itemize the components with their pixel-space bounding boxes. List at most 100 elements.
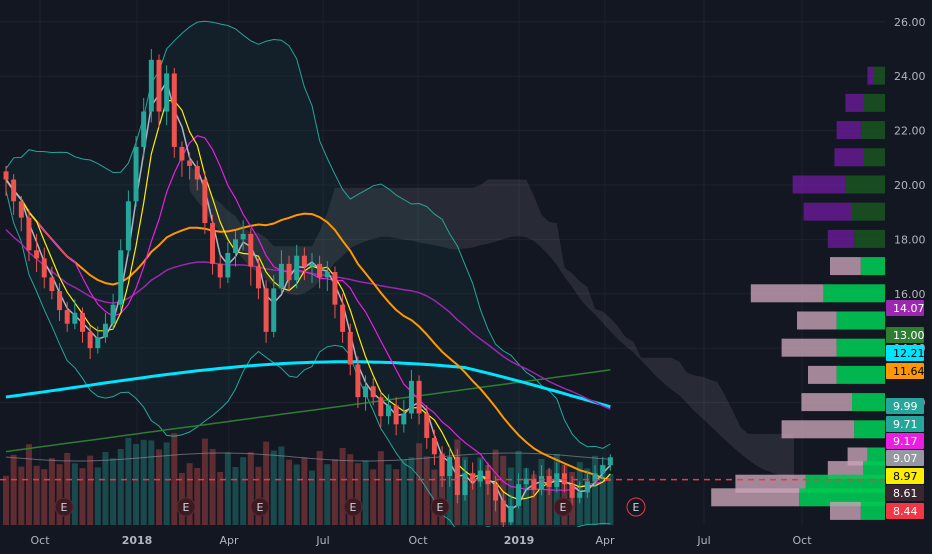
profile-up-bar bbox=[852, 393, 885, 412]
candle-body bbox=[569, 484, 575, 498]
candle-body bbox=[431, 437, 437, 455]
earnings-marker[interactable] bbox=[626, 497, 646, 517]
candle-body bbox=[554, 473, 560, 487]
candle-body bbox=[164, 73, 170, 112]
candle-body bbox=[57, 291, 63, 311]
earnings-marker[interactable] bbox=[176, 497, 196, 517]
price-tick-label: 20.00 bbox=[894, 179, 926, 192]
profile-down-bar bbox=[834, 148, 863, 167]
earnings-marker-label: E bbox=[633, 501, 640, 514]
candle-body bbox=[447, 456, 453, 477]
price-badge[interactable] bbox=[886, 433, 924, 449]
earnings-marker-label: E bbox=[560, 501, 567, 514]
profile-down-bar bbox=[750, 284, 824, 303]
candle-body bbox=[64, 310, 70, 324]
earnings-marker[interactable] bbox=[553, 497, 573, 517]
volume-bar bbox=[156, 449, 162, 525]
time-axis[interactable]: Oct 2018 Apr Jul Oct 2019 Apr Jul Oct bbox=[0, 527, 885, 550]
earnings-marker[interactable] bbox=[54, 497, 74, 517]
candles bbox=[3, 48, 613, 531]
candle-body bbox=[378, 397, 384, 417]
price-badge[interactable] bbox=[886, 300, 924, 316]
volume-bar bbox=[500, 455, 507, 525]
profile-up-bar bbox=[863, 93, 885, 112]
profile-up-bar bbox=[863, 148, 885, 167]
profile-down-bar bbox=[830, 501, 861, 520]
candle-body bbox=[477, 470, 483, 482]
profile-up-bar bbox=[874, 66, 885, 85]
time-tick-label: Apr bbox=[595, 534, 615, 547]
price-badge[interactable] bbox=[886, 327, 924, 343]
candle-body bbox=[393, 405, 399, 425]
candle-body bbox=[577, 492, 583, 498]
ma-150-line bbox=[5, 360, 611, 409]
earnings-marker[interactable] bbox=[250, 497, 270, 517]
profile-down-bar bbox=[827, 229, 855, 248]
candle-body bbox=[286, 263, 292, 281]
price-badge[interactable] bbox=[886, 345, 924, 361]
candle-body bbox=[278, 263, 284, 289]
candle-body bbox=[294, 255, 300, 281]
volume-bar bbox=[255, 466, 262, 525]
volume-bar bbox=[71, 463, 78, 525]
volume-bar bbox=[270, 450, 277, 525]
profile-up-bar bbox=[863, 461, 885, 480]
time-tick-label: Apr bbox=[219, 534, 239, 547]
price-badge[interactable] bbox=[886, 450, 924, 466]
volume-bar bbox=[301, 457, 308, 525]
earnings-marker-label: E bbox=[437, 501, 444, 514]
candle-body bbox=[386, 405, 391, 417]
price-badge[interactable] bbox=[886, 416, 924, 432]
volume-bar bbox=[324, 464, 331, 525]
price-badge[interactable] bbox=[886, 503, 924, 519]
volume-bar bbox=[18, 466, 25, 525]
candle-body bbox=[317, 263, 323, 278]
candle-body bbox=[600, 465, 606, 474]
volume-bar bbox=[431, 469, 438, 525]
candle-body bbox=[72, 312, 78, 324]
candle-body bbox=[340, 304, 346, 332]
profile-up-bar bbox=[860, 257, 885, 276]
ma-200-line bbox=[5, 369, 611, 453]
earnings-marker[interactable] bbox=[343, 497, 363, 517]
candle-body bbox=[194, 165, 200, 180]
volume-bar bbox=[477, 457, 484, 525]
volume-bars bbox=[3, 433, 614, 525]
time-tick-label: Oct bbox=[408, 534, 428, 547]
price-badge[interactable] bbox=[886, 363, 924, 379]
price-badge-label: 14.07 bbox=[893, 302, 925, 315]
candle-body bbox=[18, 201, 24, 218]
candle-body bbox=[485, 470, 491, 485]
ichimoku-cloud bbox=[189, 164, 795, 479]
profile-up-bar bbox=[852, 202, 885, 221]
price-badge[interactable] bbox=[886, 485, 924, 501]
candle-body bbox=[11, 179, 17, 202]
candle-body bbox=[271, 288, 277, 332]
volume-bar bbox=[25, 444, 32, 525]
candle-body bbox=[416, 380, 422, 414]
candle-body bbox=[607, 457, 613, 466]
earnings-marker-label: E bbox=[257, 501, 264, 514]
price-axis[interactable]: 26.0024.0022.0020.0018.0016.0014.0012.00… bbox=[885, 0, 932, 550]
profile-down-bar bbox=[781, 338, 837, 357]
volume-bar bbox=[385, 464, 392, 525]
volume-bar bbox=[530, 474, 537, 525]
profile-up-bar bbox=[799, 488, 885, 507]
candle-body bbox=[584, 481, 590, 493]
price-badge[interactable] bbox=[886, 468, 924, 484]
candle-body bbox=[408, 380, 414, 414]
earnings-marker[interactable] bbox=[430, 497, 450, 517]
candle-body bbox=[133, 146, 139, 202]
price-badge[interactable] bbox=[886, 398, 924, 414]
volume-bar bbox=[79, 468, 86, 525]
candle-body bbox=[561, 473, 567, 485]
candle-body bbox=[240, 233, 246, 240]
candle-body bbox=[3, 171, 9, 180]
profile-up-bar bbox=[836, 365, 885, 384]
volume-bar bbox=[400, 459, 407, 525]
volume-bar bbox=[316, 451, 323, 525]
